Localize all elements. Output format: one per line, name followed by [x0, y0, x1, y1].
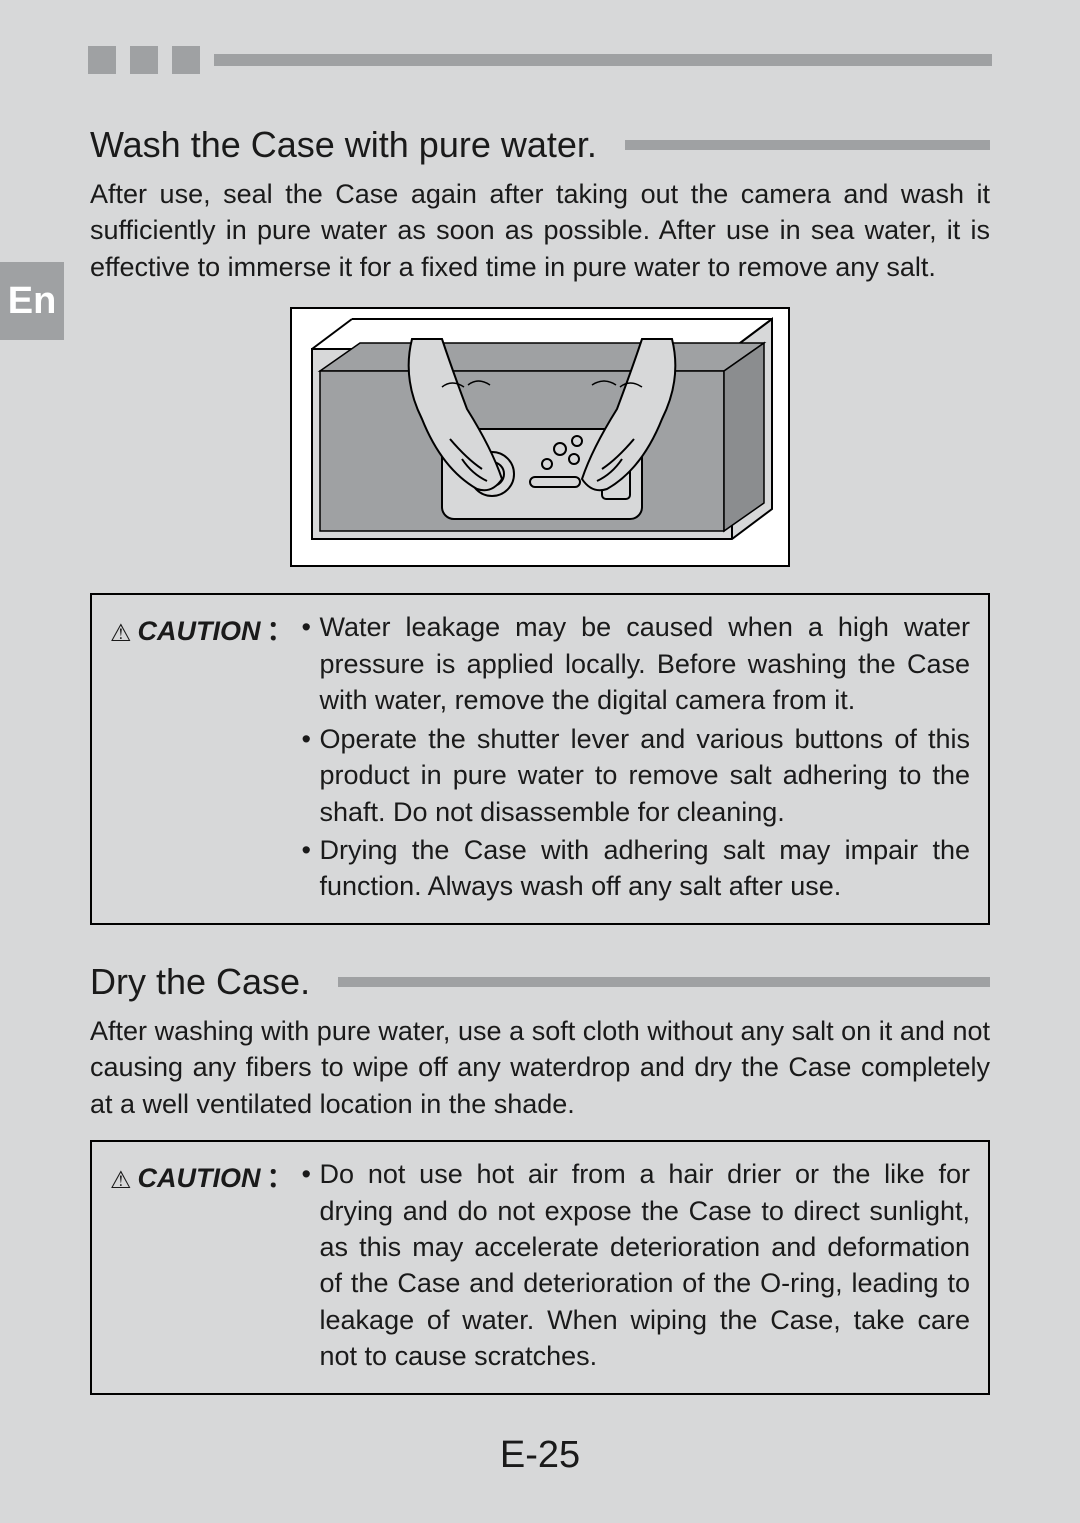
heading-rule	[625, 140, 990, 150]
page-number: E-25	[0, 1434, 1080, 1477]
caution-item: •Water leakage may be caused when a high…	[302, 609, 970, 718]
illustration-container	[90, 307, 990, 567]
caution-item: •Operate the shutter lever and various b…	[302, 721, 970, 830]
caution-item: •Do not use hot air from a hair drier or…	[302, 1156, 970, 1375]
section-body: After washing with pure water, use a sof…	[90, 1013, 990, 1122]
caution-label-text: CAUTION	[138, 616, 261, 647]
caution-box-dry: ⚠ CAUTION ： •Do not use hot air from a h…	[90, 1140, 990, 1395]
caution-label: ⚠ CAUTION ：	[110, 1156, 294, 1195]
section-heading-wash: Wash the Case with pure water.	[90, 124, 990, 166]
heading-rule	[338, 977, 990, 987]
language-tab: En	[0, 262, 64, 340]
wash-illustration-svg	[292, 309, 790, 567]
caution-label-text: CAUTION	[138, 1163, 261, 1194]
section-heading-dry: Dry the Case.	[90, 961, 990, 1003]
warning-icon: ⚠	[110, 619, 132, 648]
caution-box-wash: ⚠ CAUTION ： •Water leakage may be caused…	[90, 593, 990, 925]
page-content: Wash the Case with pure water. After use…	[90, 96, 990, 1395]
manual-page: En Wash the Case with pure water. After …	[0, 0, 1080, 1523]
decor-square	[88, 46, 116, 74]
caution-items: •Water leakage may be caused when a high…	[302, 609, 970, 907]
heading-text: Dry the Case.	[90, 961, 310, 1003]
caution-item: •Drying the Case with adhering salt may …	[302, 832, 970, 905]
decor-square	[130, 46, 158, 74]
decor-square	[172, 46, 200, 74]
caution-items: •Do not use hot air from a hair drier or…	[302, 1156, 970, 1377]
section-body: After use, seal the Case again after tak…	[90, 176, 990, 285]
wash-illustration	[290, 307, 790, 567]
warning-icon: ⚠	[110, 1166, 132, 1195]
top-decorative-bar	[88, 46, 992, 74]
heading-text: Wash the Case with pure water.	[90, 124, 597, 166]
caution-label: ⚠ CAUTION ：	[110, 609, 294, 648]
decor-line	[214, 54, 992, 66]
